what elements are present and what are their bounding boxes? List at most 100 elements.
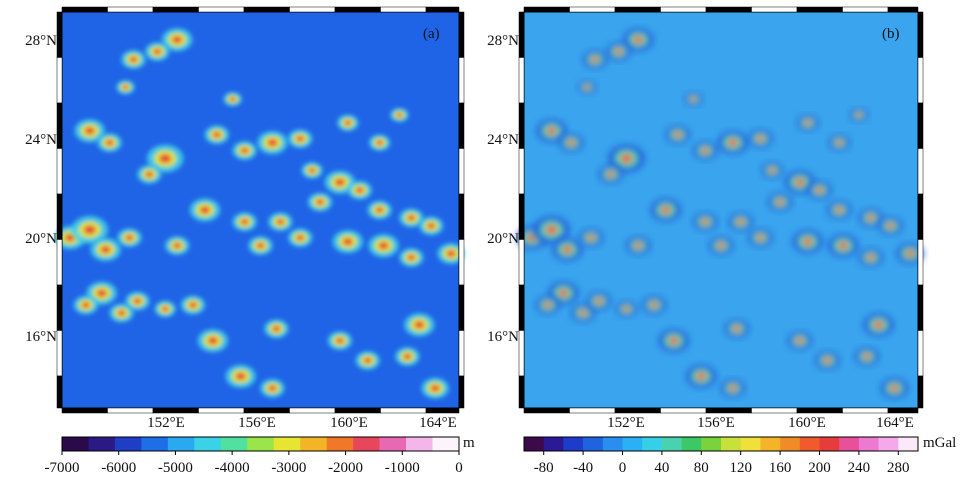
seamount (761, 162, 783, 179)
frame-segment (842, 407, 889, 414)
colorbar-tick-label: -2000 (328, 460, 363, 476)
colorbar-swatch (858, 437, 879, 451)
map-a-lat-labels: 28°N 24°N 20°N 16°N (25, 33, 57, 345)
seamount (390, 107, 409, 122)
seamount (287, 228, 313, 248)
frame-segment (660, 407, 707, 414)
seamount (180, 295, 206, 315)
seamount (223, 92, 242, 107)
seamount (641, 295, 667, 315)
map-a-seamounts (54, 28, 465, 399)
seamount (86, 281, 117, 305)
panel-a-label: (a) (423, 26, 440, 42)
frame-segment (243, 407, 290, 414)
seamount (367, 200, 392, 220)
seamount (137, 165, 162, 184)
seamount (399, 248, 424, 267)
frame-segment (152, 407, 199, 414)
seamount (878, 216, 903, 236)
seamount (533, 215, 570, 244)
seamount (368, 134, 391, 151)
seamount (145, 42, 170, 61)
seamount (708, 236, 734, 255)
colorbar-tick-label: -6000 (101, 460, 136, 476)
colorbar-swatch (141, 437, 169, 451)
panel-a: (a) 28°N 24°N 20°N 16°N 152°E 156°E 160°… (25, 6, 475, 476)
lon-label: 164°E (876, 415, 914, 431)
frame-segment (56, 148, 63, 195)
frame-segment (796, 407, 843, 414)
frame-segment (887, 6, 919, 13)
colorbar-swatch (721, 437, 741, 451)
seamount (301, 162, 323, 179)
lat-label: 16°N (25, 329, 57, 345)
seamount (606, 42, 631, 61)
seamount (582, 50, 608, 69)
frame-segment (751, 6, 798, 13)
colorbar-outline (523, 436, 919, 452)
seamount (71, 215, 109, 244)
seamount (332, 229, 364, 254)
seamount (399, 208, 424, 228)
frame-segment (569, 407, 616, 414)
map-b-background (524, 12, 918, 408)
colorbar-swatch (898, 437, 919, 451)
seamount (164, 236, 190, 255)
frame-segment (917, 148, 924, 195)
colorbar-swatch (563, 437, 584, 451)
lon-label: 160°E (330, 415, 368, 431)
map-b-lon-labels: 152°E 156°E 160°E 164°E (607, 415, 914, 431)
seamount (787, 331, 813, 351)
seamount (586, 291, 612, 311)
frame-segment (458, 375, 465, 409)
frame-segment (917, 375, 924, 409)
frame-segment (198, 407, 245, 414)
frame-segment (660, 6, 707, 13)
frame-segment (458, 148, 465, 195)
frame-segment (107, 6, 154, 13)
seamount (404, 313, 435, 337)
frame-segment (458, 330, 465, 377)
seamount (807, 180, 832, 200)
seamount (109, 303, 134, 323)
seamount (608, 144, 645, 173)
colorbar-swatch (220, 437, 248, 451)
colorbar-swatch (602, 437, 623, 451)
frame-segment (518, 284, 525, 331)
frame-segment (458, 102, 465, 149)
colorbar-tick-label: 240 (848, 460, 871, 476)
colorbar-swatch (194, 437, 222, 451)
colorbar-b-unit: mGal (923, 435, 956, 451)
seamount (437, 243, 465, 265)
seamount (827, 233, 859, 258)
seamount (154, 300, 176, 318)
panel-b: (b) 28°N 24°N 20°N 16°N 152°E 156°E 160°… (487, 6, 956, 476)
seamount (815, 351, 840, 370)
frame-segment (458, 284, 465, 331)
seamount (97, 133, 122, 153)
frame-segment (518, 330, 525, 377)
frame-segment (380, 407, 427, 414)
frame-segment (458, 11, 465, 58)
colorbar-swatch (273, 437, 301, 451)
lon-label: 152°E (147, 415, 185, 431)
seamount (570, 303, 596, 323)
map-a-lon-labels: 152°E 156°E 160°E 164°E (147, 415, 457, 431)
seamount (826, 200, 852, 220)
colorbar-swatch (799, 437, 820, 451)
seamount (686, 364, 717, 389)
colorbar-swatch (88, 437, 116, 451)
frame-segment (334, 407, 381, 414)
frame-segment (917, 57, 924, 104)
colorbar-tick-label: 0 (455, 460, 463, 476)
frame-segment (56, 239, 63, 286)
colorbar-tick-label: -4000 (215, 460, 250, 476)
seamount (536, 119, 567, 143)
colorbar-tick-label: -80 (534, 460, 554, 476)
lat-label: 24°N (25, 132, 57, 148)
seamount (665, 125, 690, 145)
lat-label: 20°N (25, 231, 57, 247)
colorbar-b-ticks: -80 -40 0 40 80 120 160 200 240 280 (534, 451, 910, 476)
lon-label: 156°E (238, 415, 276, 431)
frame-segment (796, 6, 843, 13)
